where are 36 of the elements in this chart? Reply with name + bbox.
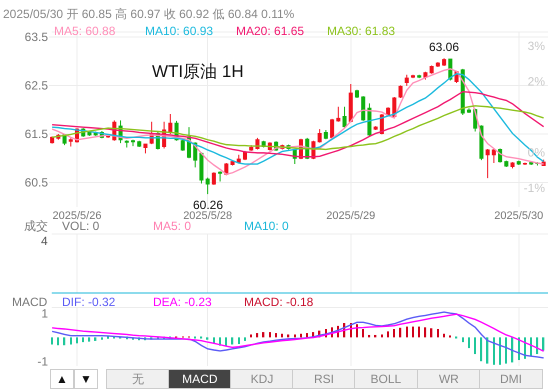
y-tick-label: 62.5	[24, 78, 48, 93]
text: MACD	[182, 372, 218, 386]
annotation: 60.26	[193, 198, 224, 212]
text: WR	[438, 372, 460, 386]
text: RSI	[314, 372, 334, 386]
y-tick-label: 61.5	[24, 127, 48, 142]
text: MA5: 60.88	[54, 24, 116, 38]
x-tick-label: 2025/5/29	[326, 210, 376, 222]
chart-subtitle: 2025/05/30 开 60.85 高 60.97 收 60.92 低 60.84 0.11%	[3, 7, 295, 21]
chart-title: MACD	[12, 295, 48, 309]
text: MA10: 60.93	[145, 24, 214, 38]
text: MA5: 0	[153, 219, 192, 233]
text: DIF: -0.32	[62, 295, 116, 309]
text: MA30: 61.83	[327, 24, 396, 38]
y-tick-label: 1	[41, 306, 48, 321]
text: DEA: -0.23	[153, 295, 212, 309]
x-tick-label: 2025/5/26	[52, 210, 102, 222]
text: VOL: 0	[62, 219, 100, 233]
text: 成交	[24, 219, 48, 233]
text: KDJ	[250, 372, 274, 386]
series-label: MACD: -0.18	[244, 295, 314, 309]
text: BOLL	[370, 372, 402, 386]
text: WTI原油 1H	[152, 62, 244, 81]
annotation: 63.06	[429, 40, 460, 54]
text: 无	[132, 372, 144, 386]
x-tick-label: 2025/5/28	[183, 210, 232, 222]
text: 4	[41, 234, 48, 248]
text: ▼	[80, 372, 92, 386]
text: DMI	[500, 372, 522, 386]
y-tick-label: 60.5	[24, 176, 48, 190]
y-tick-label: 63.5	[24, 30, 48, 44]
y-tick-label: -1	[37, 354, 48, 368]
text: MA10: 0	[244, 219, 290, 233]
text: MA20: 61.65	[236, 24, 304, 38]
text: ▲	[56, 372, 68, 386]
x-tick-label: 2025/5/30	[494, 210, 544, 222]
